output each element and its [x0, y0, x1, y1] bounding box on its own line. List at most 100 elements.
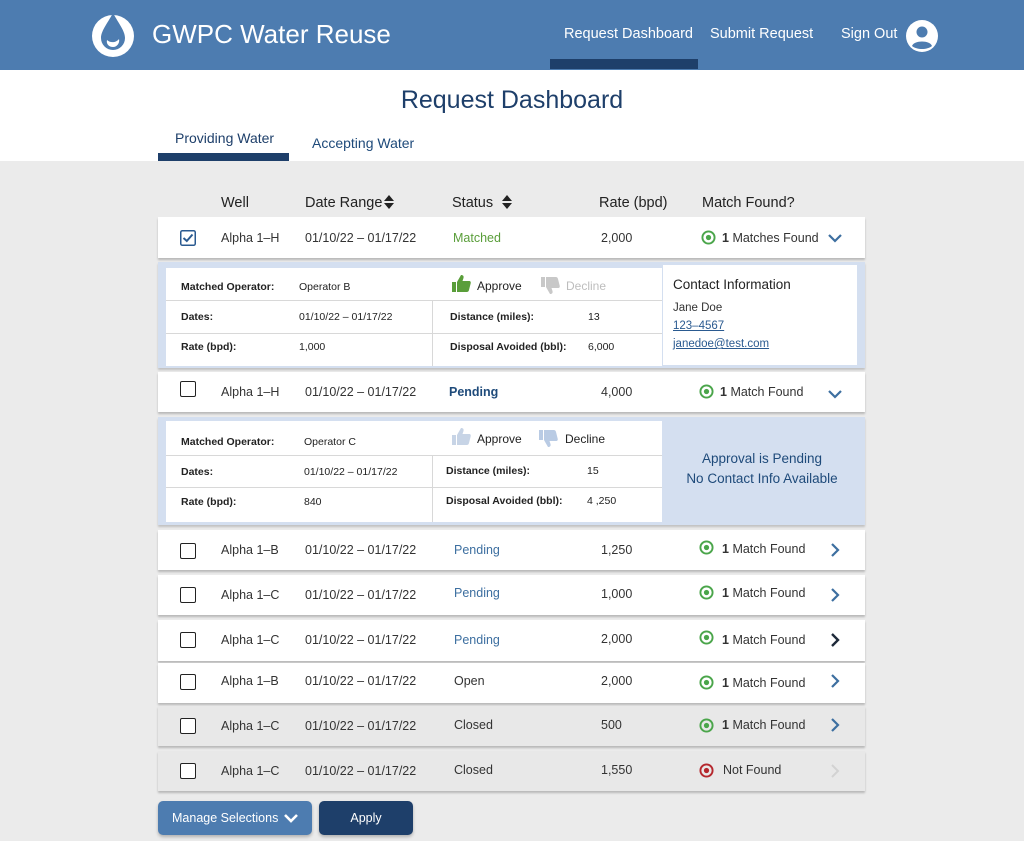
chevron-right-icon[interactable] [827, 632, 843, 648]
table-row[interactable]: Alpha 1–H 01/10/22 – 01/17/22 Pending 4,… [158, 372, 865, 412]
match-found-text: 1 Match Found [720, 385, 803, 399]
distance-value: 15 [587, 465, 599, 477]
nav-submit-request[interactable]: Submit Request [710, 26, 814, 42]
rate-value: 2,000 [601, 674, 633, 688]
pending-line-2: No Contact Info Available [686, 471, 838, 486]
match-target-icon [699, 718, 714, 733]
rate-value: 1,000 [601, 587, 633, 601]
label-matched-operator: Matched Operator: [181, 281, 275, 293]
well-name: Alpha 1–H [221, 385, 280, 399]
thumbs-down-icon[interactable] [540, 276, 560, 296]
table-row[interactable]: Alpha 1–C 01/10/22 – 01/17/22 Closed 500… [158, 706, 865, 746]
brand-title: GWPC Water Reuse [152, 19, 391, 49]
row-checkbox[interactable] [180, 381, 196, 397]
thumbs-down-icon[interactable] [538, 429, 558, 449]
table-row[interactable]: Alpha 1–C 01/10/22 – 01/17/22 Closed 1,5… [158, 751, 865, 791]
dates-value: 01/10/22 – 01/17/22 [304, 466, 398, 478]
rate-value: 1,000 [299, 341, 326, 353]
column-header-date-range[interactable]: Date Range [305, 195, 383, 211]
date-range: 01/10/22 – 01/17/22 [305, 231, 417, 245]
chevron-right-icon[interactable] [827, 673, 843, 689]
contact-email-link[interactable]: janedoe@test.com [673, 338, 770, 350]
table-row[interactable]: Alpha 1–C 01/10/22 – 01/17/22 Pending 1,… [158, 575, 865, 615]
well-name: Alpha 1–C [221, 588, 280, 602]
label-disposal-avoided: Disposal Avoided (bbl): [450, 341, 567, 353]
chevron-down-icon[interactable] [827, 386, 843, 402]
contact-name: Jane Doe [673, 302, 723, 314]
disposal-avoided-value: 4 ,250 [587, 495, 617, 507]
matched-operator-value: Operator C [304, 436, 356, 448]
match-found-text: Not Found [723, 763, 781, 777]
status-text: Pending [454, 633, 500, 647]
contact-title: Contact Information [673, 277, 791, 292]
column-header-status[interactable]: Status [452, 195, 494, 211]
decline-label[interactable]: Decline [565, 432, 606, 446]
rate-value: 4,000 [601, 385, 633, 399]
match-count: 1 [722, 586, 729, 600]
pending-line-1: Approval is Pending [701, 451, 823, 466]
tab-providing-water[interactable]: Providing Water [175, 130, 275, 146]
distance-value: 13 [588, 311, 600, 323]
match-found-text: 1 Match Found [722, 676, 805, 690]
row-checkbox[interactable] [180, 763, 196, 779]
match-target-icon [699, 585, 714, 600]
tab-accepting-water[interactable]: Accepting Water [312, 135, 415, 151]
well-name: Alpha 1–C [221, 633, 280, 647]
apply-button[interactable]: Apply [319, 801, 413, 835]
date-range: 01/10/22 – 01/17/22 [305, 588, 417, 602]
label-rate: Rate (bpd): [181, 341, 237, 353]
match-count: 1 [720, 385, 727, 399]
top-navigation-bar: GWPC Water Reuse Request Dashboard Submi… [0, 0, 1024, 70]
well-name: Alpha 1–B [221, 543, 279, 557]
manage-selections-dropdown[interactable]: Manage Selections [158, 801, 312, 835]
rate-value: 840 [304, 496, 322, 508]
label-distance: Distance (miles): [450, 311, 535, 323]
column-header-rate: Rate (bpd) [599, 195, 668, 211]
sort-icon[interactable] [383, 194, 395, 210]
thumbs-up-icon[interactable] [451, 273, 471, 293]
label-disposal-avoided: Disposal Avoided (bbl): [446, 495, 563, 507]
approve-label[interactable]: Approve [477, 432, 522, 446]
row-checkbox[interactable] [180, 543, 196, 559]
chevron-right-icon[interactable] [827, 717, 843, 733]
table-row[interactable]: Alpha 1–H 01/10/22 – 01/17/22 Matched 2,… [158, 217, 865, 258]
thumbs-up-icon[interactable] [451, 426, 471, 446]
date-range: 01/10/22 – 01/17/22 [305, 719, 417, 733]
match-target-icon [699, 675, 714, 690]
row-checkbox[interactable] [180, 674, 196, 690]
match-label: Matches Found [732, 231, 819, 245]
match-label: Match Found [732, 542, 806, 556]
sort-icon[interactable] [501, 194, 513, 210]
row-checkbox[interactable] [180, 632, 196, 648]
decline-label[interactable]: Decline [566, 279, 607, 293]
chevron-down-icon[interactable] [827, 230, 843, 246]
chevron-down-icon [284, 814, 298, 823]
status-text: Closed [454, 763, 493, 777]
table-row[interactable]: Alpha 1–C 01/10/22 – 01/17/22 Pending 2,… [158, 620, 865, 661]
table-row[interactable]: Alpha 1–B 01/10/22 – 01/17/22 Pending 1,… [158, 530, 865, 570]
contact-phone-link[interactable]: 123–4567 [673, 320, 725, 332]
approve-label[interactable]: Approve [477, 279, 522, 293]
match-detail-table: Matched Operator: Operator C Approve Dec… [166, 421, 662, 522]
nav-sign-out[interactable]: Sign Out [841, 26, 898, 42]
row-checkbox[interactable] [180, 718, 196, 734]
match-label: Match Found [732, 718, 806, 732]
match-label: Match Found [732, 633, 806, 647]
match-detail-table: Matched Operator: Operator B Approve Dec… [166, 268, 662, 366]
status-text: Pending [454, 586, 500, 600]
label-matched-operator: Matched Operator: [181, 436, 275, 448]
row-checkbox[interactable] [180, 230, 196, 246]
match-target-icon [699, 630, 714, 645]
chevron-right-icon[interactable] [827, 587, 843, 603]
row-checkbox[interactable] [180, 587, 196, 603]
match-found-text: 1 Match Found [722, 633, 805, 647]
chevron-right-icon[interactable] [827, 542, 843, 558]
label-rate: Rate (bpd): [181, 496, 237, 508]
divider [166, 333, 662, 334]
nav-request-dashboard[interactable]: Request Dashboard [564, 26, 693, 42]
date-range: 01/10/22 – 01/17/22 [305, 543, 417, 557]
user-avatar-icon[interactable] [906, 20, 938, 52]
table-row[interactable]: Alpha 1–B 01/10/22 – 01/17/22 Open 2,000… [158, 663, 865, 703]
disposal-avoided-value: 6,000 [588, 341, 615, 353]
divider [432, 455, 433, 522]
